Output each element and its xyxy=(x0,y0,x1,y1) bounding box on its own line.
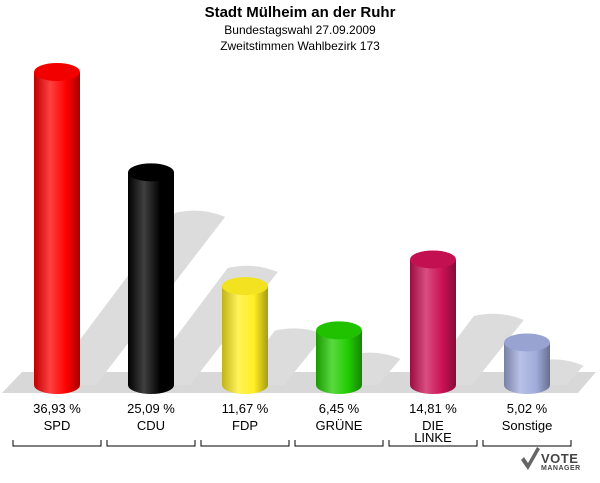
vote-manager-logo: VOTE MANAGER xyxy=(519,444,597,478)
category-bracket xyxy=(482,440,572,447)
category-bracket xyxy=(12,440,102,447)
chart-subtitle-date: Bundestagswahl 27.09.2009 xyxy=(224,23,376,37)
bar-gruene xyxy=(316,321,362,394)
bar-fdp xyxy=(222,277,268,394)
category-label: LINKE xyxy=(414,430,452,445)
bar-body xyxy=(504,342,550,394)
chart-titles: Stadt Mülheim an der Ruhr Bundestagswahl… xyxy=(0,4,600,54)
bar-top xyxy=(222,277,268,296)
bar-top xyxy=(410,250,456,269)
value-label: 25,09 % xyxy=(127,401,175,416)
bar-top xyxy=(316,321,362,340)
value-label: 36,93 % xyxy=(33,401,81,416)
category-bracket xyxy=(200,440,290,447)
bar-top xyxy=(34,63,80,81)
bar-die-linke xyxy=(410,250,456,394)
category-bracket xyxy=(294,440,384,447)
logo-text-manager: MANAGER xyxy=(541,465,581,472)
bar-body xyxy=(410,259,456,394)
bar-cdu xyxy=(128,163,174,394)
bars xyxy=(34,63,550,394)
value-label: 14,81 % xyxy=(409,401,457,416)
bar-top xyxy=(128,163,174,182)
chart-title: Stadt Mülheim an der Ruhr xyxy=(204,4,396,21)
bar-spd xyxy=(34,63,80,394)
value-label: 5,02 % xyxy=(507,401,548,416)
bar-top xyxy=(504,333,550,352)
value-label: 6,45 % xyxy=(319,401,360,416)
category-label: GRÜNE xyxy=(316,418,363,433)
category-label: Sonstige xyxy=(502,418,553,433)
bar-body xyxy=(222,286,268,394)
category-label: CDU xyxy=(137,418,165,433)
category-bracket xyxy=(106,440,196,447)
logo-text-vote: VOTE xyxy=(541,451,579,466)
category-bracket xyxy=(388,440,478,447)
bar-body xyxy=(34,72,80,394)
category-label: SPD xyxy=(44,418,71,433)
bar-body xyxy=(316,330,362,394)
bar-labels: 36,93 % SPD 25,09 % CDU 11,67 % FDP 6,45 % GRÜN… xyxy=(12,401,572,447)
chart-subtitle-district: Zweitstimmen Wahlbezirk 173 xyxy=(220,39,380,53)
bar-shadows xyxy=(46,210,584,385)
value-label: 11,67 % xyxy=(222,401,269,416)
bar-body xyxy=(128,172,174,394)
category-label: DIE xyxy=(422,418,444,433)
checkmark-icon xyxy=(521,447,540,470)
category-label: FDP xyxy=(232,418,258,433)
bar-sonstige xyxy=(504,333,550,394)
